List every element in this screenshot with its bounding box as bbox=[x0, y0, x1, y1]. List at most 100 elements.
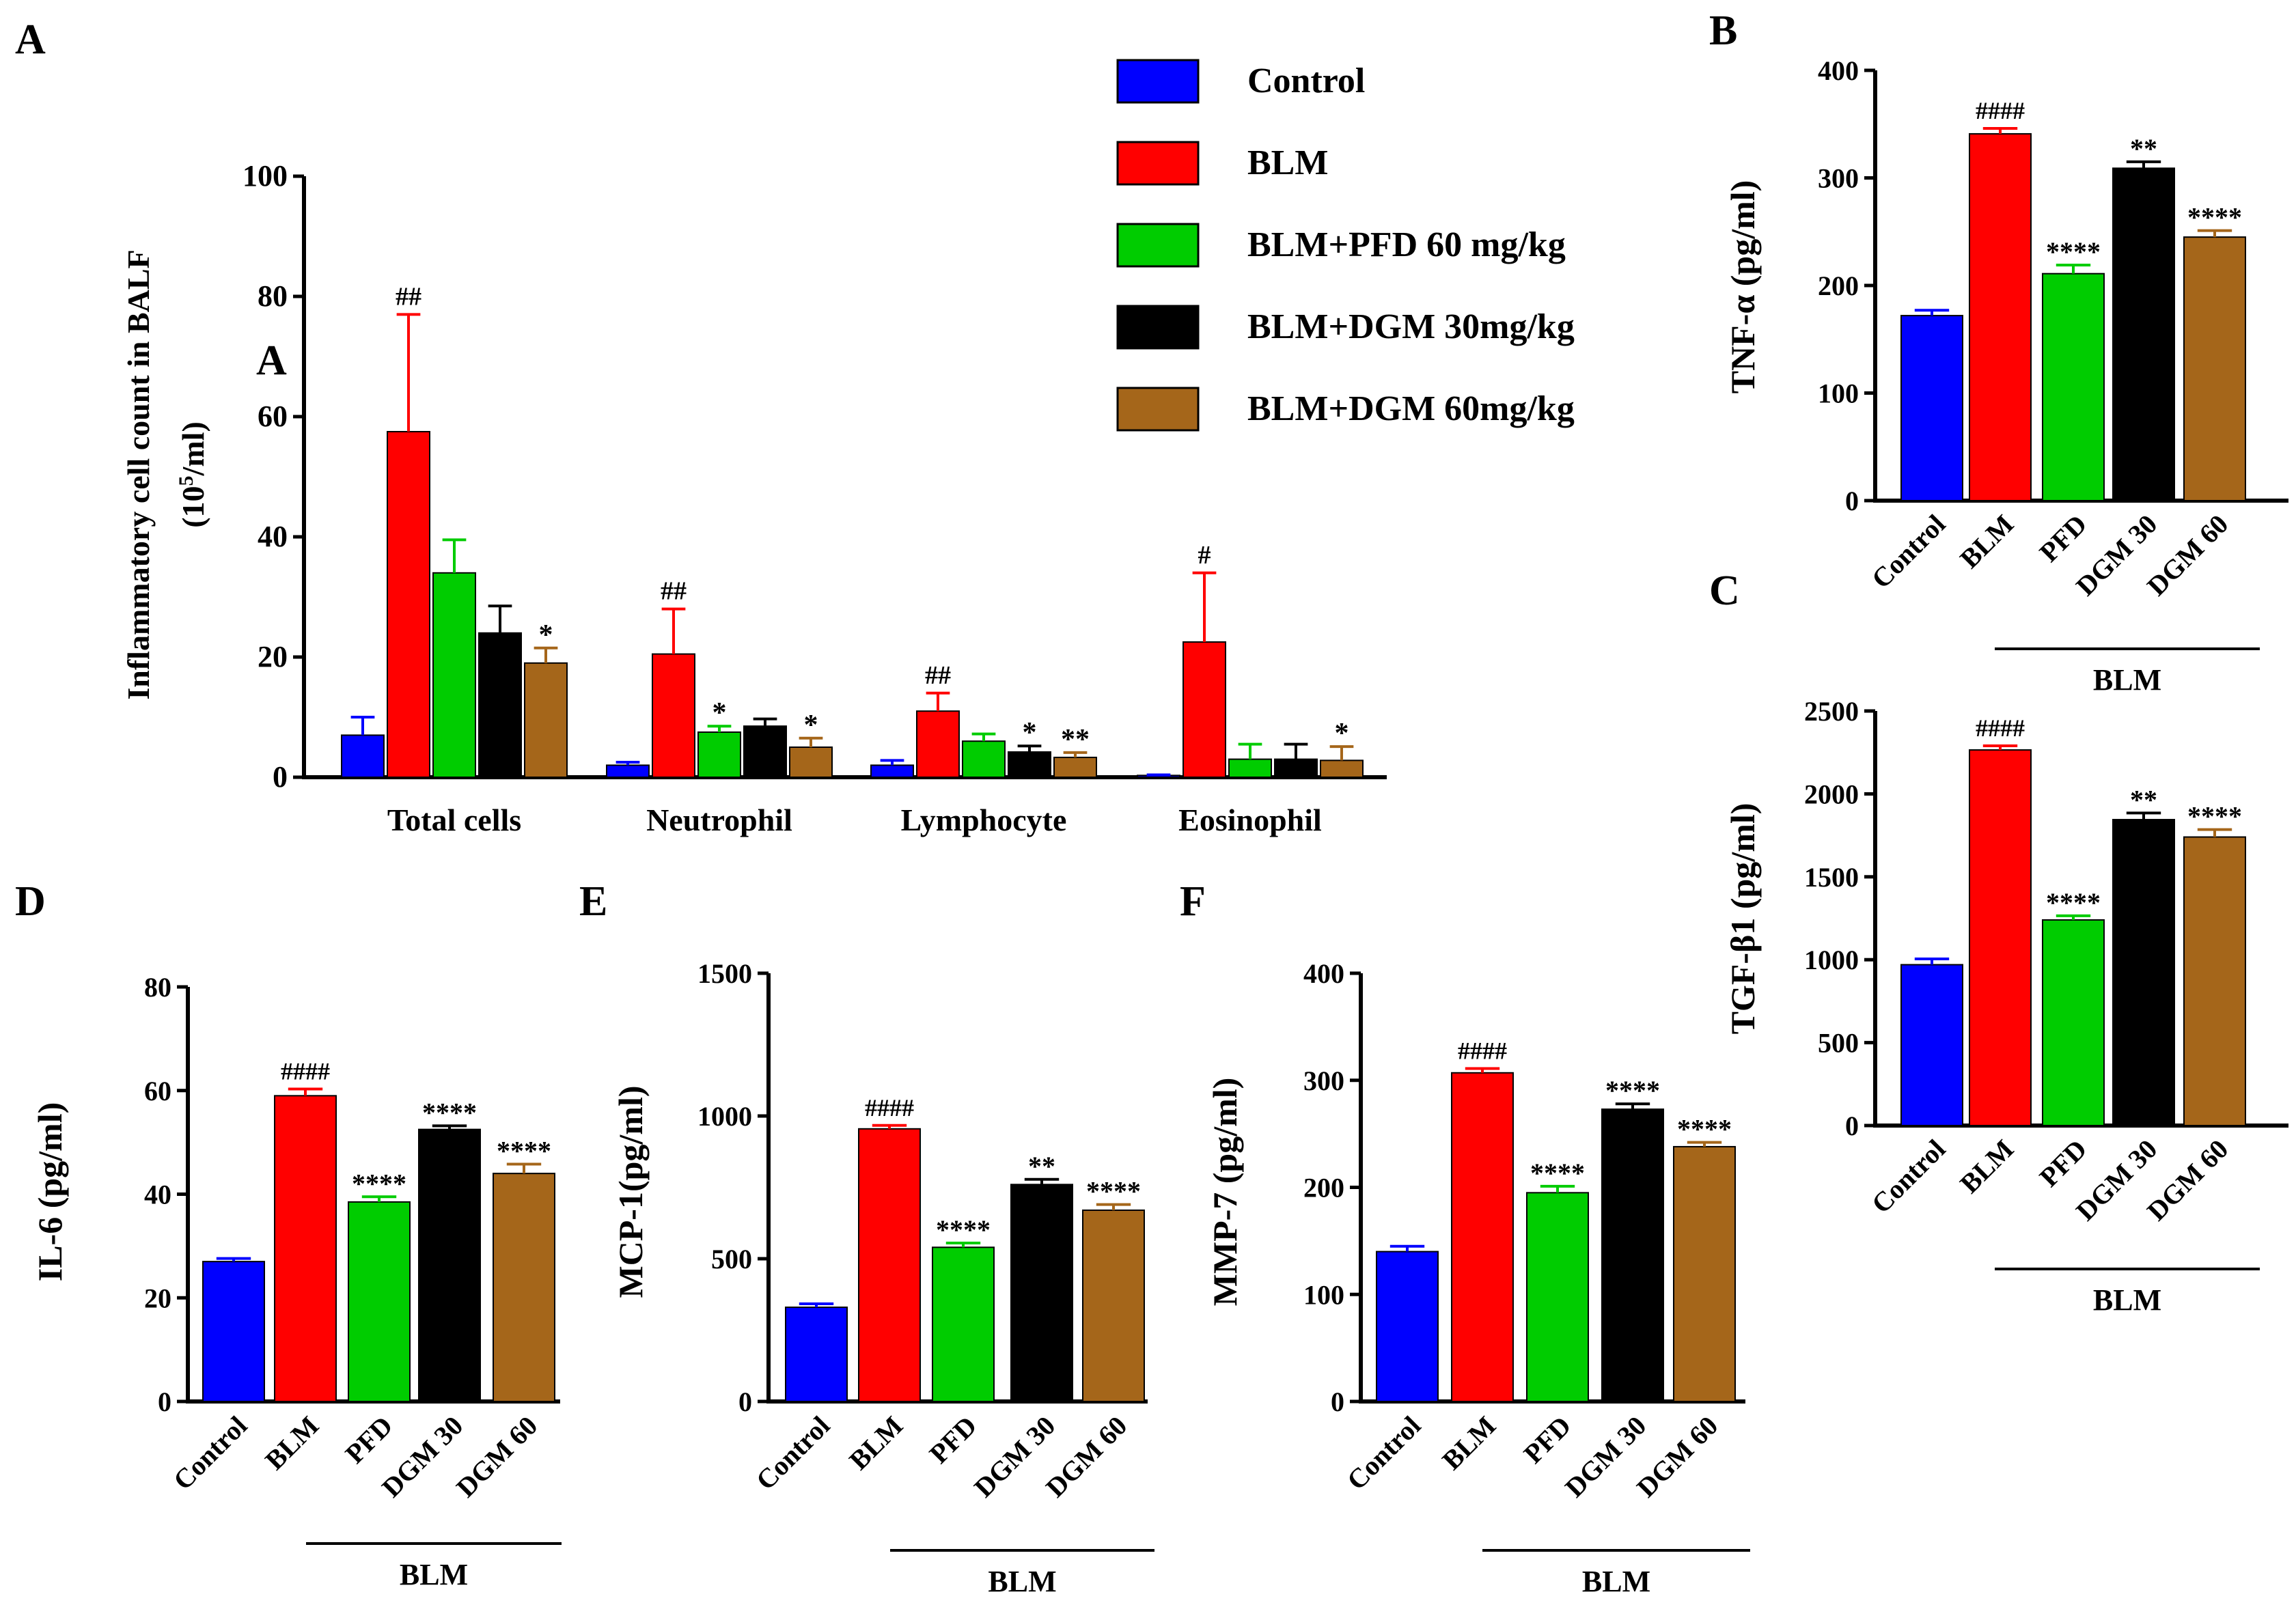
legend-swatch bbox=[1116, 305, 1200, 350]
legend-item-label: BLM+DGM 60mg/kg bbox=[1247, 389, 1575, 428]
panel-a-y-tick-label: 20 bbox=[258, 640, 288, 673]
panel-b-significance-label: #### bbox=[1976, 97, 2025, 124]
legend-swatch bbox=[1116, 223, 1200, 268]
panel-d-category-label: PFD bbox=[340, 1410, 399, 1470]
panel-e-significance-label: **** bbox=[1086, 1176, 1141, 1207]
panel-c-y-tick-label: 2500 bbox=[1804, 696, 1859, 727]
panel-c-y-tick-label: 1000 bbox=[1804, 945, 1859, 975]
panel-c-category-label: Control bbox=[1866, 1134, 1952, 1220]
panel-b-bar bbox=[1969, 132, 2032, 502]
panel-e-bar bbox=[1010, 1184, 1073, 1402]
panel-a-bar bbox=[916, 710, 960, 778]
panel-a-significance-label: # bbox=[1198, 541, 1211, 570]
panel-c-y-tick-label: 500 bbox=[1818, 1028, 1859, 1059]
panel-e-y-tick-label: 1000 bbox=[697, 1101, 752, 1132]
panel-d-bar bbox=[418, 1128, 481, 1402]
panel-a-bar bbox=[743, 725, 787, 778]
panel-e-category-label: Control bbox=[750, 1410, 836, 1496]
panel-e-category-label: DGM 60 bbox=[1040, 1410, 1133, 1503]
panel-d-letter: D bbox=[15, 878, 46, 925]
panel-c-significance-label: ** bbox=[2130, 784, 2157, 815]
panel-b-y-label: TNF-α (pg/ml) bbox=[1724, 180, 1762, 394]
panel-a-significance-label: * bbox=[804, 710, 818, 741]
panel-a-bar bbox=[341, 734, 385, 779]
panel-b-group-label: BLM bbox=[2093, 663, 2161, 697]
panel-c-bar bbox=[1900, 964, 1963, 1127]
panel-f-y-tick-label: 100 bbox=[1303, 1279, 1344, 1310]
panel-d-bar bbox=[348, 1201, 411, 1402]
panel-f-letter: F bbox=[1180, 878, 1206, 925]
panel-c-significance-label: **** bbox=[2046, 887, 2101, 918]
panel-a-bar bbox=[1274, 758, 1318, 778]
panel-a-bar bbox=[606, 764, 650, 779]
panel-b-bar bbox=[2112, 167, 2175, 501]
panel-a-category-label: Total cells bbox=[387, 802, 521, 837]
panel-c-y-tick-label: 0 bbox=[1845, 1111, 1859, 1141]
panel-a-y-tick-label: 40 bbox=[258, 520, 288, 553]
panel-d-y-tick-label: 80 bbox=[144, 972, 171, 1003]
legend-item-label: BLM+PFD 60 mg/kg bbox=[1247, 225, 1566, 264]
panel-a-bar bbox=[478, 632, 522, 778]
panel-f-group-label: BLM bbox=[1582, 1565, 1650, 1598]
panel-b-y-tick-label: 0 bbox=[1845, 486, 1859, 516]
panel-d-bar bbox=[274, 1095, 337, 1403]
panel-a-bar bbox=[870, 764, 914, 779]
panel-c-bar bbox=[2042, 919, 2105, 1126]
panel-f-bar bbox=[1451, 1072, 1514, 1402]
panel-f-y-tick-label: 200 bbox=[1303, 1173, 1344, 1203]
panel-a-bar bbox=[962, 740, 1006, 778]
panel-d-significance-label: **** bbox=[422, 1097, 477, 1128]
panel-c-bar bbox=[1969, 749, 2032, 1126]
panel-c-bar bbox=[2183, 836, 2246, 1126]
panel-f-significance-label: **** bbox=[1530, 1158, 1585, 1188]
panel-c-y-tick-label: 2000 bbox=[1804, 779, 1859, 809]
panel-f-category-label: Control bbox=[1341, 1410, 1427, 1496]
panel-c-group-label: BLM bbox=[2093, 1283, 2161, 1317]
panel-a-significance-label: ## bbox=[396, 282, 421, 311]
panel-f-y-label: MMP-7 (pg/ml) bbox=[1206, 1078, 1244, 1307]
panel-e-y-tick-label: 0 bbox=[738, 1386, 752, 1417]
legend-swatch bbox=[1116, 141, 1200, 186]
panel-a-category-label: Neutrophil bbox=[646, 802, 792, 837]
panel-b-category-label: Control bbox=[1866, 509, 1952, 595]
panel-b-bar bbox=[1900, 315, 1963, 501]
panel-b-chart: B 0 100 200 300 400 TNF-α (pg/ml) Control #### BL… bbox=[1709, 8, 2288, 697]
panel-e-y-tick-label: 500 bbox=[711, 1244, 752, 1274]
panel-a-significance-label: ## bbox=[925, 661, 951, 690]
panel-d-significance-label: #### bbox=[281, 1057, 330, 1085]
panel-f-category-label: DGM 60 bbox=[1631, 1410, 1724, 1503]
panel-a-y-unit: (105/ml) bbox=[175, 421, 210, 528]
panel-b-category-label: BLM bbox=[1954, 509, 2019, 574]
panel-b-y-tick-label: 400 bbox=[1818, 55, 1859, 86]
panel-a-bar bbox=[1053, 756, 1097, 778]
legend-item-label: BLM+DGM 30mg/kg bbox=[1247, 307, 1575, 346]
panel-e-category-label: PFD bbox=[924, 1410, 983, 1470]
panel-a-y-tick-label: 100 bbox=[243, 159, 288, 193]
panel-d-y-label: IL-6 (pg/ml) bbox=[31, 1102, 69, 1282]
panel-d-significance-label: **** bbox=[497, 1135, 551, 1166]
panel-e-category-label: BLM bbox=[843, 1410, 909, 1476]
panel-f-bar bbox=[1673, 1145, 1736, 1403]
panel-a-significance-label: * bbox=[713, 697, 727, 729]
panel-e-bar bbox=[1082, 1209, 1145, 1402]
panel-a-significance-label: * bbox=[539, 619, 553, 651]
panel-e-letter: E bbox=[579, 878, 607, 925]
panel-b-y-tick-label: 100 bbox=[1818, 378, 1859, 409]
panel-e-bar bbox=[932, 1246, 995, 1403]
panel-b-category-label: PFD bbox=[2034, 509, 2093, 568]
panel-a-significance-label: ## bbox=[661, 577, 687, 606]
panel-f-category-label: BLM bbox=[1436, 1410, 1502, 1476]
panel-d-significance-label: **** bbox=[352, 1168, 406, 1199]
panel-e-group-label: BLM bbox=[988, 1565, 1056, 1598]
panel-a-category-label: Eosinophil bbox=[1178, 802, 1322, 837]
panel-a-bar bbox=[1008, 751, 1051, 779]
panel-e-y-label: MCP-1(pg/ml) bbox=[611, 1085, 650, 1298]
legend-item-label: Control bbox=[1247, 61, 1365, 100]
panel-a-category-label: Lymphocyte bbox=[901, 802, 1067, 837]
panel-f-bar bbox=[1376, 1251, 1439, 1403]
panel-a-bar bbox=[789, 746, 833, 778]
panel-c-chart: C 0 500 1000 1500 2000 2500 TGF-β1 (pg/ml) Contr… bbox=[1709, 568, 2288, 1317]
panel-f-chart: F 0 100 200 300 400 MMP-7 (pg/ml) Control #### BL… bbox=[1180, 878, 1750, 1598]
panel-e-bar bbox=[785, 1307, 848, 1403]
panel-b-letter: B bbox=[1709, 8, 1737, 54]
